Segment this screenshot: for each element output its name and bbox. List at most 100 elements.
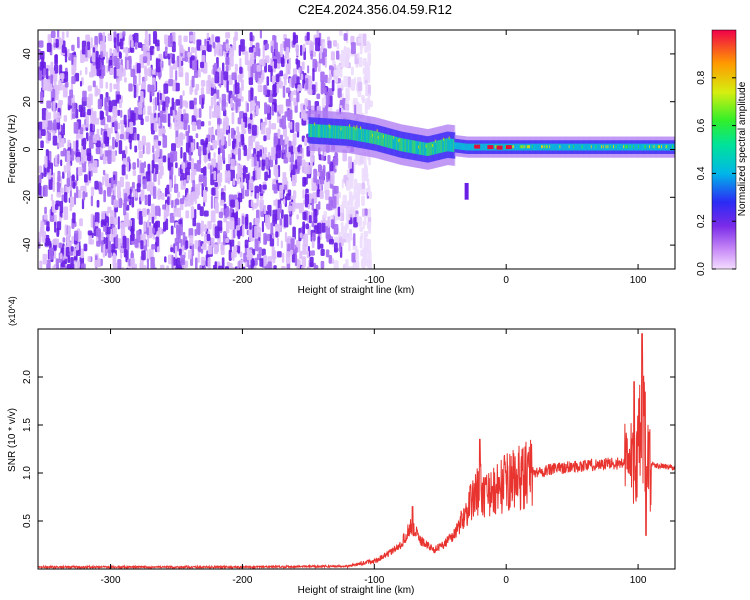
- noise-cell: [39, 91, 44, 104]
- noise-cell: [185, 101, 189, 109]
- noise-cell: [191, 75, 195, 88]
- noise-cell: [53, 243, 57, 251]
- noise-cell: [271, 104, 275, 116]
- y-tick-label: 1.0: [22, 466, 33, 480]
- noise-cell: [200, 87, 205, 97]
- noise-cell: [217, 135, 220, 146]
- noise-cell: [352, 265, 356, 269]
- colorbar-ticks: 0.0 0.2 0.4 0.6 0.8: [696, 70, 736, 276]
- noise-cell: [218, 97, 221, 104]
- noise-cell: [70, 83, 74, 91]
- noise-cell: [136, 62, 141, 74]
- x-tick-label: -100: [364, 275, 384, 286]
- snr-frame: [37, 328, 676, 570]
- noise-cell: [146, 52, 150, 66]
- noise-cell: [123, 248, 127, 258]
- noise-cell: [220, 199, 225, 206]
- noise-cell: [55, 54, 58, 64]
- noise-cell: [106, 65, 109, 73]
- noise-cell: [263, 84, 267, 96]
- noise-cell: [253, 154, 257, 167]
- noise-cell: [109, 67, 114, 75]
- noise-cell: [170, 247, 174, 253]
- noise-cell: [307, 203, 311, 210]
- noise-cell: [345, 258, 349, 269]
- noise-cell: [202, 189, 207, 203]
- noise-cell: [305, 223, 309, 230]
- noise-cell: [41, 129, 46, 137]
- noise-cell: [345, 87, 350, 102]
- noise-cell: [144, 38, 148, 45]
- noise-cell: [74, 192, 77, 205]
- noise-cell: [256, 150, 260, 162]
- noise-cell: [200, 61, 205, 69]
- noise-cell: [287, 189, 292, 197]
- noise-cell: [307, 88, 313, 95]
- noise-cell: [39, 226, 44, 233]
- noise-cell: [244, 189, 250, 197]
- noise-cell: [210, 96, 214, 109]
- noise-cell: [91, 112, 96, 119]
- noise-cell: [295, 246, 298, 253]
- noise-cell: [312, 67, 315, 82]
- noise-cell: [336, 42, 340, 50]
- noise-cell: [182, 90, 185, 97]
- noise-cell: [107, 206, 112, 214]
- noise-cell: [217, 159, 223, 171]
- noise-cell: [155, 58, 161, 73]
- noise-cell: [117, 180, 121, 189]
- signal-hotspot: [487, 145, 494, 150]
- noise-cell: [117, 216, 120, 230]
- noise-cell: [113, 199, 119, 208]
- noise-cell: [167, 53, 171, 60]
- noise-cell: [74, 230, 79, 241]
- noise-cell: [142, 208, 147, 217]
- noise-cell: [179, 95, 183, 109]
- noise-cell: [262, 44, 265, 59]
- noise-cell: [339, 242, 342, 253]
- noise-cell: [38, 182, 42, 196]
- noise-cell: [192, 217, 197, 227]
- noise-cell: [238, 164, 243, 178]
- noise-cell: [310, 50, 313, 60]
- noise-cell: [292, 32, 296, 45]
- noise-cell: [156, 92, 160, 106]
- noise-cell: [173, 256, 178, 266]
- noise-cell: [147, 234, 150, 247]
- noise-cell: [277, 128, 281, 138]
- noise-cell: [61, 194, 65, 202]
- noise-cell: [79, 70, 82, 76]
- y-tick-label: 20: [22, 96, 33, 108]
- noise-cell: [273, 199, 278, 207]
- noise-cell: [50, 61, 54, 70]
- noise-cell: [265, 157, 269, 170]
- noise-cell: [174, 121, 180, 131]
- noise-cell: [324, 87, 327, 95]
- noise-cell: [45, 238, 51, 245]
- noise-cell: [66, 177, 71, 187]
- noise-cell: [127, 156, 130, 163]
- noise-cell: [109, 82, 113, 93]
- noise-cell: [87, 230, 93, 236]
- noise-cell: [234, 31, 238, 41]
- noise-cell: [121, 268, 124, 269]
- noise-cell: [346, 169, 350, 178]
- noise-cell: [45, 68, 49, 80]
- noise-cell: [85, 132, 89, 142]
- noise-cell: [120, 247, 123, 259]
- noise-cell: [327, 40, 332, 49]
- noise-cell: [81, 40, 87, 55]
- noise-cell: [229, 47, 235, 57]
- noise-cell: [177, 266, 183, 269]
- noise-cell: [328, 238, 334, 245]
- noise-cell: [280, 240, 283, 249]
- noise-cell: [232, 178, 236, 186]
- noise-cell: [75, 156, 81, 163]
- noise-cell: [159, 268, 161, 269]
- noise-cell: [59, 211, 63, 219]
- noise-cell: [99, 110, 104, 121]
- noise-cell: [197, 250, 200, 263]
- noise-cell: [180, 172, 185, 182]
- noise-cell: [272, 250, 277, 260]
- noise-cell: [79, 230, 82, 240]
